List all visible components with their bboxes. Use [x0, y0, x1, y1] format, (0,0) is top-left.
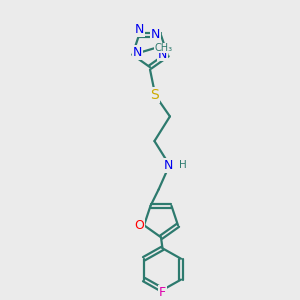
Text: H: H: [179, 160, 187, 170]
Text: N: N: [151, 28, 160, 41]
Text: O: O: [135, 219, 145, 232]
Text: S: S: [150, 88, 159, 102]
Text: N: N: [134, 23, 144, 36]
Text: CH₃: CH₃: [154, 44, 172, 53]
Text: F: F: [159, 286, 166, 299]
Text: N: N: [164, 159, 173, 172]
Text: N: N: [133, 46, 142, 59]
Text: N: N: [158, 48, 167, 61]
